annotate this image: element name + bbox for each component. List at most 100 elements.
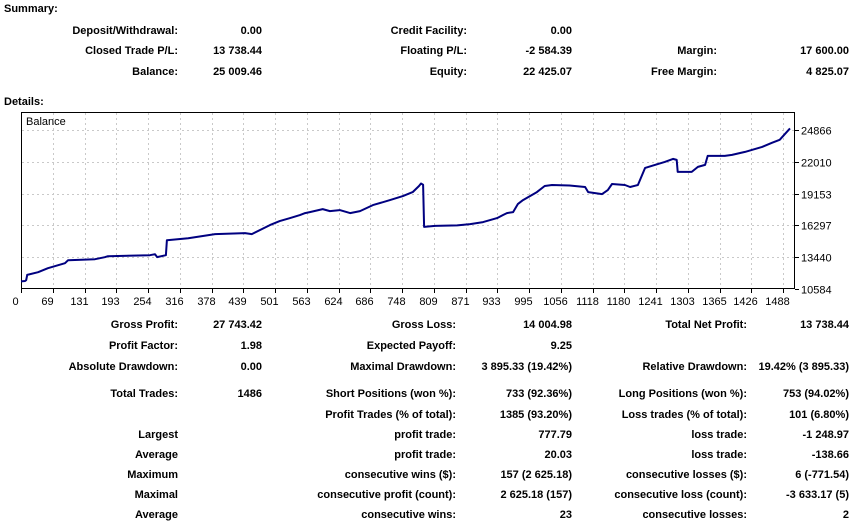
- stat-value-text: 13 738.44: [800, 319, 849, 331]
- x-tick-label: 69: [41, 296, 53, 308]
- stat-value-text: 733 (92.36%): [505, 388, 572, 400]
- stat-label: Equity:: [429, 66, 467, 78]
- stat-value: 157 (2 625.18): [392, 469, 572, 482]
- stat-value-text: 4 825.07: [806, 66, 849, 78]
- stat-label: Floating P/L:: [400, 45, 467, 57]
- x-tick-label: 439: [228, 296, 246, 308]
- details-heading: Details:: [4, 96, 44, 108]
- stat-value: 1.98: [82, 340, 262, 353]
- stat-value-text: 753 (94.02%): [782, 388, 849, 400]
- stat-value: 27 743.42: [82, 319, 262, 332]
- stat-value: 23: [392, 509, 572, 522]
- stat-value: 13 738.44: [82, 45, 262, 58]
- x-tick-label: 378: [197, 296, 215, 308]
- stat-label: consecutive profit (count):: [317, 489, 456, 501]
- stat-value: 4 825.07: [669, 66, 849, 79]
- stat-value: 13 738.44: [669, 319, 849, 332]
- stat-value-text: 1385 (93.20%): [499, 409, 572, 421]
- stat-value-text: 17 600.00: [800, 45, 849, 57]
- stat-value-text: 1486: [237, 388, 262, 400]
- stat-value-text: 2: [842, 509, 849, 521]
- chart-legend-balance: Balance: [26, 116, 66, 128]
- stat-value-text: 0.00: [550, 25, 572, 37]
- stat-value: 1486: [82, 388, 262, 401]
- y-tick-label: 10584: [801, 285, 832, 297]
- x-tick-label: 1118: [576, 296, 599, 308]
- x-tick-label: 254: [133, 296, 151, 308]
- stat-value-text: 13 738.44: [213, 45, 262, 57]
- x-tick-label: 1303: [670, 296, 694, 308]
- stat-label: Total Trades:: [110, 388, 178, 400]
- stat-label: consecutive losses ($):: [625, 469, 747, 481]
- stat-value-text: 3 895.33 (19.42%): [481, 361, 572, 373]
- stat-value: 101 (6.80%): [669, 409, 849, 422]
- stat-value-text: 9.25: [550, 340, 572, 352]
- stat-label: Deposit/Withdrawal:: [72, 25, 178, 37]
- x-tick-label: 871: [451, 296, 469, 308]
- stat-value: 753 (94.02%): [669, 388, 849, 401]
- balance-chart: 10584 13440 16297 19153 22010 24866 0 69 131 193 2…: [12, 112, 832, 308]
- stat-label: Gross Profit:: [110, 319, 178, 331]
- x-tick-label: 563: [292, 296, 310, 308]
- stat-value: 0.00: [392, 25, 572, 38]
- stat-value: -3 633.17 (5): [669, 489, 849, 502]
- stat-label: profit trade:: [394, 429, 456, 441]
- stat-value-text: 6 (-771.54): [795, 469, 849, 481]
- x-tick-label: 1056: [543, 296, 567, 308]
- stat-label: loss trade:: [691, 429, 747, 441]
- x-tick-label: 1426: [733, 296, 757, 308]
- stat-value: 1385 (93.20%): [392, 409, 572, 422]
- stat-value-text: 20.03: [544, 449, 572, 461]
- x-tick-label: 193: [101, 296, 119, 308]
- stat-label: Credit Facility:: [390, 25, 467, 37]
- stat-value: 777.79: [392, 429, 572, 442]
- stat-value-text: 14 004.98: [523, 319, 572, 331]
- stat-label: Maximal Drawdown:: [350, 361, 456, 373]
- stat-label: Maximum: [127, 469, 178, 481]
- stat-label: Margin:: [677, 45, 717, 57]
- stat-value: 2: [669, 509, 849, 522]
- y-tick-label: 19153: [801, 190, 832, 202]
- stat-value-text: 2 625.18 (157): [500, 489, 572, 501]
- x-tick-label: 1488: [765, 296, 789, 308]
- stat-label: loss trade:: [691, 449, 747, 461]
- y-tick-label: 24866: [801, 126, 832, 138]
- stat-value-text: 25 009.46: [213, 66, 262, 78]
- stat-value: 17 600.00: [669, 45, 849, 58]
- stat-value: -1 248.97: [669, 429, 849, 442]
- stat-label: Profit Factor:: [108, 340, 178, 352]
- stat-value: -138.66: [669, 449, 849, 462]
- stat-value: 22 425.07: [392, 66, 572, 79]
- stat-label: Loss trades (% of total):: [621, 409, 747, 421]
- stat-label: Free Margin:: [650, 66, 717, 78]
- stat-value-text: -1 248.97: [802, 429, 849, 441]
- stat-value-text: 0.00: [240, 25, 262, 37]
- chart-border: [21, 112, 795, 289]
- stat-value-text: -3 633.17 (5): [786, 489, 849, 501]
- stat-label: Largest: [138, 429, 178, 441]
- stat-value: -2 584.39: [392, 45, 572, 58]
- y-tick-label: 13440: [801, 253, 832, 265]
- stat-value: 0.00: [82, 25, 262, 38]
- stat-label: profit trade:: [394, 449, 456, 461]
- stat-label: consecutive wins:: [361, 509, 456, 521]
- stat-value-text: 777.79: [538, 429, 572, 441]
- stat-label: Maximal: [134, 489, 178, 501]
- summary-heading: Summary:: [4, 3, 58, 15]
- stat-value: 14 004.98: [392, 319, 572, 332]
- stat-label: consecutive losses:: [642, 509, 747, 521]
- balance-line: [20, 127, 791, 283]
- stat-value-text: 27 743.42: [213, 319, 262, 331]
- stat-label: Short Positions (won %):: [325, 388, 456, 400]
- x-tick-label: 131: [70, 296, 88, 308]
- stat-value-text: 157 (2 625.18): [500, 469, 572, 481]
- stat-value: 20.03: [392, 449, 572, 462]
- x-tick-label: 748: [387, 296, 405, 308]
- y-tick-label: 22010: [801, 158, 832, 170]
- stat-label: Profit Trades (% of total):: [325, 409, 456, 421]
- x-tick-label: 1241: [638, 296, 662, 308]
- stat-value-text: 22 425.07: [523, 66, 572, 78]
- stat-label: consecutive wins ($):: [344, 469, 456, 481]
- x-tick-label: 0: [12, 296, 18, 308]
- stat-label: Absolute Drawdown:: [68, 361, 178, 373]
